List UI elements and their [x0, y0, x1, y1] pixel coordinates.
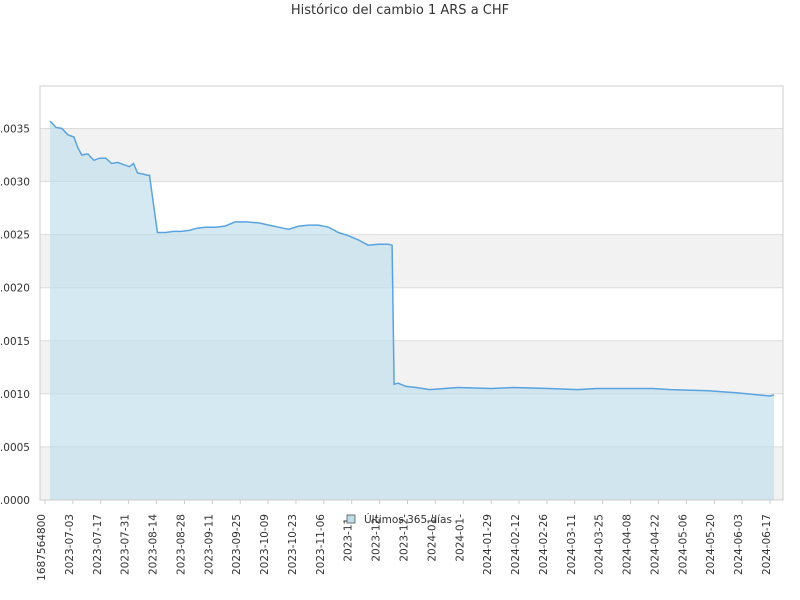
x-tick-label: 2024-06-17 [761, 514, 773, 575]
y-tick-label: 0.0000 [0, 495, 30, 507]
grid-band [40, 128, 783, 182]
y-axis-ticks: 0.0000 0.0005 0.0010 0.0015 0.0020 0.0025 0.00… [0, 123, 30, 507]
y-tick-label: 0.0030 [0, 177, 30, 189]
x-tick-label: 2023-10-09 [259, 514, 271, 575]
x-tick-label: 2023-09-25 [231, 514, 243, 575]
x-tick-label: 2023-07-17 [92, 514, 104, 575]
x-tick-label: 2023-07-03 [64, 514, 76, 575]
x-tick-label: 2024-04-22 [649, 514, 661, 575]
y-tick-label: 0.0010 [0, 389, 30, 401]
x-tick-label: 2024-03-25 [594, 514, 606, 575]
x-tick-label: 2024-06-03 [733, 514, 745, 575]
y-tick-label: 0.0015 [0, 336, 30, 348]
x-tick-label: 2023-11- [343, 514, 355, 562]
x-tick-label: 2024-01- [426, 514, 438, 562]
x-tick-label: 2024-01-29 [482, 514, 494, 575]
x-tick-label: 2024-03-11 [566, 514, 578, 575]
x-axis-ticks: 1687564800 2023-07-03 2023-07-17 2023-07-31… [36, 500, 773, 581]
x-tick-label: 2023-09-11 [203, 514, 215, 575]
x-tick-label: 2024-01- [454, 514, 466, 562]
y-tick-label: 0.0020 [0, 283, 30, 295]
x-tick-label: 2023-12- [371, 514, 383, 562]
x-tick-label: 1687564800 [36, 514, 48, 581]
plot-border [39, 85, 784, 501]
x-tick-label: 2023-10-23 [287, 514, 299, 575]
series-line [49, 120, 775, 397]
x-tick-label: 2024-05-06 [677, 514, 689, 575]
y-tick-label: 0.0025 [0, 230, 30, 242]
x-tick-label: 2023-12- [399, 514, 411, 562]
legend-label[interactable]: Últimos 365 días [364, 513, 452, 526]
x-tick-label: 2024-05-20 [705, 514, 717, 575]
x-tick-label: 2023-08-14 [148, 514, 160, 575]
x-tick-label: 2023-07-31 [120, 514, 132, 575]
y-tick-label: 0.0035 [0, 123, 30, 135]
y-tick-label: 0.0005 [0, 442, 30, 454]
x-tick-label: 2024-04-08 [622, 514, 634, 575]
series-area-fill [50, 121, 774, 500]
legend[interactable]: Últimos 365 días [346, 513, 452, 526]
chart-title: Histórico del cambio 1 ARS a CHF [290, 3, 510, 18]
x-tick-label: 2023-08-28 [175, 514, 187, 575]
legend-swatch[interactable] [346, 514, 356, 524]
x-tick-label: 2024-02-12 [510, 514, 522, 575]
x-tick-label: 2024-02-26 [538, 514, 550, 575]
x-tick-label: 2023-11-06 [315, 514, 327, 575]
